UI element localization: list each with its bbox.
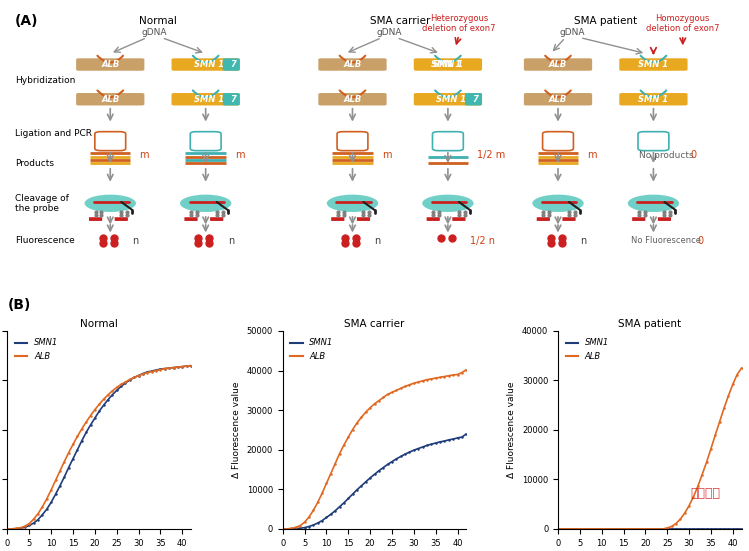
Ellipse shape: [180, 195, 231, 212]
FancyBboxPatch shape: [619, 93, 688, 105]
FancyBboxPatch shape: [452, 217, 466, 221]
Text: (B): (B): [7, 298, 31, 311]
FancyBboxPatch shape: [172, 58, 240, 71]
Text: ALB: ALB: [343, 95, 362, 104]
Text: gDNA: gDNA: [377, 28, 402, 37]
FancyBboxPatch shape: [331, 217, 345, 221]
Text: 1/2 n: 1/2 n: [470, 236, 495, 246]
Text: Heterozygous
deletion of exon7: Heterozygous deletion of exon7: [422, 14, 496, 33]
Text: No products: No products: [639, 151, 694, 160]
Text: m: m: [587, 150, 597, 160]
FancyBboxPatch shape: [318, 93, 386, 105]
Text: 7: 7: [231, 60, 237, 69]
Text: m: m: [139, 150, 149, 160]
FancyBboxPatch shape: [427, 217, 440, 221]
Text: Cleavage of
the probe: Cleavage of the probe: [15, 193, 69, 213]
FancyBboxPatch shape: [524, 93, 592, 105]
Text: Normal: Normal: [139, 16, 177, 26]
FancyBboxPatch shape: [222, 58, 240, 71]
Text: SMN 1: SMN 1: [436, 95, 467, 104]
FancyBboxPatch shape: [524, 58, 592, 71]
FancyBboxPatch shape: [115, 217, 128, 221]
Text: SMN 1: SMN 1: [194, 60, 224, 69]
Text: SMN 1: SMN 1: [638, 95, 669, 104]
Ellipse shape: [327, 195, 378, 212]
Y-axis label: Δ Fluorescence value: Δ Fluorescence value: [232, 382, 241, 478]
FancyBboxPatch shape: [632, 217, 646, 221]
Legend: SMN1, ALB: SMN1, ALB: [562, 335, 612, 364]
FancyBboxPatch shape: [210, 217, 223, 221]
Text: 1/2 m: 1/2 m: [477, 150, 506, 160]
Text: n: n: [228, 236, 234, 246]
Text: 0: 0: [697, 236, 703, 246]
Text: (A): (A): [15, 14, 38, 28]
Text: No Fluorescence: No Fluorescence: [631, 236, 701, 245]
Text: gDNA: gDNA: [560, 28, 586, 37]
Legend: SMN1, ALB: SMN1, ALB: [12, 335, 61, 364]
FancyBboxPatch shape: [184, 217, 198, 221]
FancyBboxPatch shape: [318, 58, 386, 71]
Text: ALB: ALB: [101, 60, 119, 69]
Text: ALB: ALB: [101, 95, 119, 104]
Title: SMA patient: SMA patient: [618, 319, 682, 329]
Text: 7: 7: [231, 95, 237, 104]
Text: 央视头条: 央视头条: [690, 487, 720, 500]
FancyBboxPatch shape: [465, 93, 482, 105]
Title: Normal: Normal: [80, 319, 118, 329]
Text: n: n: [133, 236, 139, 246]
Text: SMA carrier: SMA carrier: [370, 16, 431, 26]
Text: Fluorescence: Fluorescence: [15, 236, 75, 245]
FancyBboxPatch shape: [537, 217, 550, 221]
Text: ALB: ALB: [343, 60, 362, 69]
FancyBboxPatch shape: [172, 93, 240, 105]
FancyBboxPatch shape: [76, 93, 145, 105]
Text: m: m: [235, 150, 244, 160]
Text: 7: 7: [473, 95, 479, 104]
Ellipse shape: [628, 195, 679, 212]
Text: Ligation and PCR: Ligation and PCR: [15, 129, 92, 138]
Text: ALB: ALB: [549, 60, 567, 69]
Text: n: n: [374, 236, 380, 246]
FancyBboxPatch shape: [357, 217, 370, 221]
Text: Hybridization: Hybridization: [15, 76, 75, 85]
FancyBboxPatch shape: [562, 217, 576, 221]
Text: SMN 1: SMN 1: [433, 60, 463, 69]
Ellipse shape: [533, 195, 583, 212]
FancyBboxPatch shape: [619, 58, 688, 71]
Text: SMA patient: SMA patient: [574, 16, 637, 26]
Text: SMN 1: SMN 1: [431, 60, 464, 69]
Text: ALB: ALB: [549, 95, 567, 104]
Text: Homozygous
deletion of exon7: Homozygous deletion of exon7: [646, 14, 720, 33]
FancyBboxPatch shape: [413, 58, 482, 71]
FancyBboxPatch shape: [222, 93, 240, 105]
FancyBboxPatch shape: [658, 217, 671, 221]
FancyBboxPatch shape: [76, 58, 145, 71]
Y-axis label: Δ Fluorescence value: Δ Fluorescence value: [507, 382, 516, 478]
Text: gDNA: gDNA: [142, 28, 167, 37]
Title: SMA carrier: SMA carrier: [345, 319, 404, 329]
FancyBboxPatch shape: [413, 93, 482, 105]
Text: 0: 0: [690, 150, 697, 160]
Legend: SMN1, ALB: SMN1, ALB: [287, 335, 337, 364]
Text: Products: Products: [15, 159, 54, 168]
Text: SMN 1: SMN 1: [638, 60, 669, 69]
Ellipse shape: [85, 195, 136, 212]
Ellipse shape: [422, 195, 473, 212]
Text: SMN 1: SMN 1: [194, 95, 224, 104]
Text: n: n: [580, 236, 586, 246]
FancyBboxPatch shape: [89, 217, 102, 221]
Text: m: m: [382, 150, 391, 160]
